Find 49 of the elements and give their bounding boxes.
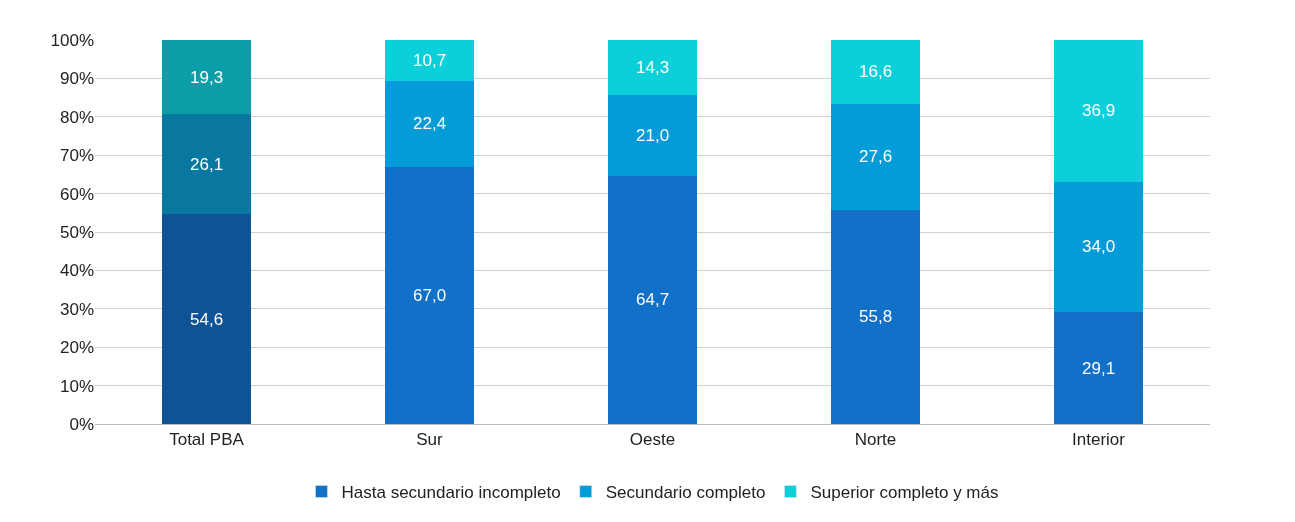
data-label: 34,0 bbox=[1082, 237, 1116, 256]
bar bbox=[1053, 312, 1144, 424]
bar bbox=[830, 209, 921, 424]
y-tick-label: 10% bbox=[59, 376, 94, 396]
data-label: 27,6 bbox=[859, 147, 893, 166]
legend-label: Hasta secundario incompleto bbox=[341, 483, 561, 503]
legend-label: Secundario completo bbox=[605, 483, 766, 503]
data-label: 14,3 bbox=[636, 58, 670, 77]
y-tick-label: 80% bbox=[59, 107, 94, 127]
data-label: 19,3 bbox=[190, 68, 224, 87]
y-tick-label: 40% bbox=[59, 261, 94, 281]
data-label: 29,1 bbox=[1082, 359, 1116, 378]
x-tick-label: Sur bbox=[416, 430, 444, 450]
x-tick-label: Interior bbox=[1072, 430, 1126, 450]
y-tick-label: 30% bbox=[59, 299, 94, 319]
bar bbox=[384, 166, 475, 424]
data-label: 54,6 bbox=[190, 310, 224, 329]
bar bbox=[161, 40, 252, 115]
x-tick-label: Norte bbox=[854, 430, 897, 450]
x-tick-label: Total PBA bbox=[169, 430, 245, 450]
y-tick-label: 90% bbox=[59, 69, 94, 89]
legend-label: Superior completo y más bbox=[810, 483, 999, 503]
bar bbox=[607, 175, 698, 424]
bar bbox=[384, 80, 475, 167]
data-label: 16,6 bbox=[859, 62, 893, 81]
bar bbox=[830, 103, 921, 210]
bar bbox=[607, 40, 698, 95]
data-label: 64,7 bbox=[636, 290, 670, 309]
y-tick-label: 50% bbox=[59, 222, 94, 242]
data-label: 55,8 bbox=[859, 307, 893, 326]
y-tick-label: 60% bbox=[59, 184, 94, 204]
bar bbox=[607, 94, 698, 176]
y-tick-label: 20% bbox=[59, 338, 94, 358]
data-label: 26,1 bbox=[190, 155, 224, 174]
data-label: 22,4 bbox=[413, 114, 447, 133]
bar bbox=[830, 40, 921, 104]
bar bbox=[384, 40, 475, 81]
bar bbox=[1053, 181, 1144, 313]
data-label: 36,9 bbox=[1082, 101, 1116, 120]
bar bbox=[1053, 40, 1144, 182]
y-tick-label: 0% bbox=[69, 414, 94, 434]
y-tick-label: 70% bbox=[59, 146, 94, 166]
y-tick-label: 100% bbox=[50, 30, 94, 50]
data-label: 67,0 bbox=[413, 286, 447, 305]
bar bbox=[161, 114, 252, 215]
x-tick-label: Oeste bbox=[629, 430, 676, 450]
bar bbox=[161, 214, 252, 424]
data-label: 21,0 bbox=[636, 126, 670, 145]
data-label: 10,7 bbox=[413, 51, 447, 70]
